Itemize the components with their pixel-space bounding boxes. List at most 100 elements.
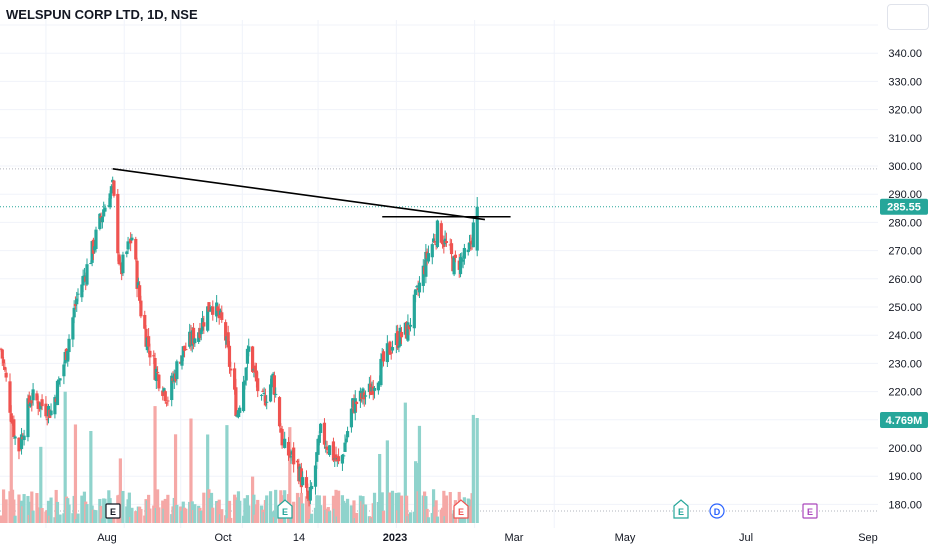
time-tick-label: May (615, 532, 636, 544)
volume-bar (301, 503, 305, 523)
candle-body (274, 393, 278, 395)
volume-bar (444, 495, 449, 523)
volume-bar (265, 495, 269, 523)
volume-bar (448, 492, 452, 523)
candle-body (157, 374, 161, 389)
price-tick-label: 290.00 (888, 189, 922, 201)
volume-bar (99, 505, 103, 523)
candle-body (385, 343, 389, 363)
chart-settings-button[interactable] (887, 4, 929, 30)
candle-body (163, 391, 167, 402)
candle-body (292, 447, 296, 465)
candle-body (340, 454, 345, 464)
volume-bar (202, 492, 206, 523)
volume-bar (315, 495, 319, 523)
candle-body (82, 275, 87, 277)
dividend-marker (709, 503, 725, 519)
candle-body (408, 324, 413, 327)
volume-bar (94, 510, 98, 523)
trendlines[interactable] (112, 168, 511, 221)
volume-bar (217, 499, 221, 523)
candle-body (397, 345, 401, 348)
candle-body (0, 349, 4, 359)
candle-body (301, 477, 305, 486)
volume-bar (349, 505, 354, 523)
price-tick-label: 340.00 (888, 48, 922, 60)
candle-body (85, 264, 89, 285)
volume-bar (310, 513, 314, 523)
volume-bar (322, 495, 327, 523)
candle-body (354, 401, 359, 405)
candle-body (58, 378, 62, 381)
volume-bar (67, 504, 71, 523)
candle-body (76, 293, 80, 295)
volume-bar (434, 500, 438, 523)
volume-bar (63, 391, 67, 523)
volume-bar (175, 504, 179, 523)
candle-body (461, 259, 465, 262)
candle-body (227, 345, 232, 367)
candle-body (130, 237, 134, 241)
candle-body (9, 413, 13, 423)
candle-body (328, 445, 332, 455)
candle-body (334, 454, 338, 461)
candle-body (166, 400, 170, 402)
candle-body (1, 359, 6, 364)
candle-body (199, 329, 203, 335)
volume-bar (403, 402, 407, 523)
volume-bar (17, 494, 21, 523)
volume-bar (288, 427, 292, 523)
volume-bar (385, 440, 389, 523)
candle-body (322, 422, 327, 445)
time-axis[interactable]: Aug Oct 14 2023 Mar May Jul Sep (97, 532, 878, 544)
volume-bar (319, 505, 323, 523)
candle-body (308, 486, 312, 501)
volume-bar (73, 424, 78, 523)
candle-body (73, 303, 78, 306)
chart-title: WELSPUN CORP LTD, 1D, NSE (6, 7, 198, 22)
candle-body (71, 317, 75, 340)
volume-bar (307, 497, 311, 523)
candle-body (243, 380, 247, 385)
candle-body (268, 384, 273, 402)
candle-body (67, 338, 71, 353)
candle-body (460, 258, 464, 260)
candle-body (433, 241, 437, 243)
volume-bar (31, 510, 35, 523)
candle-body (304, 477, 309, 488)
candle-body (103, 207, 107, 212)
candle-body (389, 352, 393, 354)
candle-body (98, 213, 102, 230)
candle-body (430, 244, 434, 258)
candle-body (117, 254, 121, 265)
volume-bar (380, 492, 384, 523)
candle-body (236, 410, 241, 417)
volume-bar (220, 509, 224, 523)
price-tick-label: 310.00 (888, 133, 922, 145)
candle-body (388, 341, 392, 355)
volume-bar (417, 425, 422, 523)
candle-body (35, 393, 39, 401)
candle-body (134, 238, 138, 260)
candle-body (288, 451, 292, 457)
candle-body (376, 382, 380, 391)
volume-bar (157, 507, 161, 523)
candles (0, 176, 479, 507)
event-label: D (714, 507, 721, 517)
candle-body (253, 365, 257, 373)
candle-body (262, 392, 266, 394)
candle-body (475, 206, 479, 251)
price-axis[interactable]: 180.00190.00200.00210.00220.00230.00240.… (888, 20, 922, 511)
candle-body (162, 388, 166, 393)
volume-bar (292, 501, 296, 523)
candle-body (270, 375, 274, 388)
candle-body (453, 254, 457, 258)
candle-body (154, 368, 158, 381)
price-tick-label: 300.00 (888, 161, 922, 173)
volume-bar (9, 418, 13, 523)
candle-body (184, 349, 188, 351)
candle-body (27, 395, 31, 405)
volume-bar (352, 500, 356, 523)
